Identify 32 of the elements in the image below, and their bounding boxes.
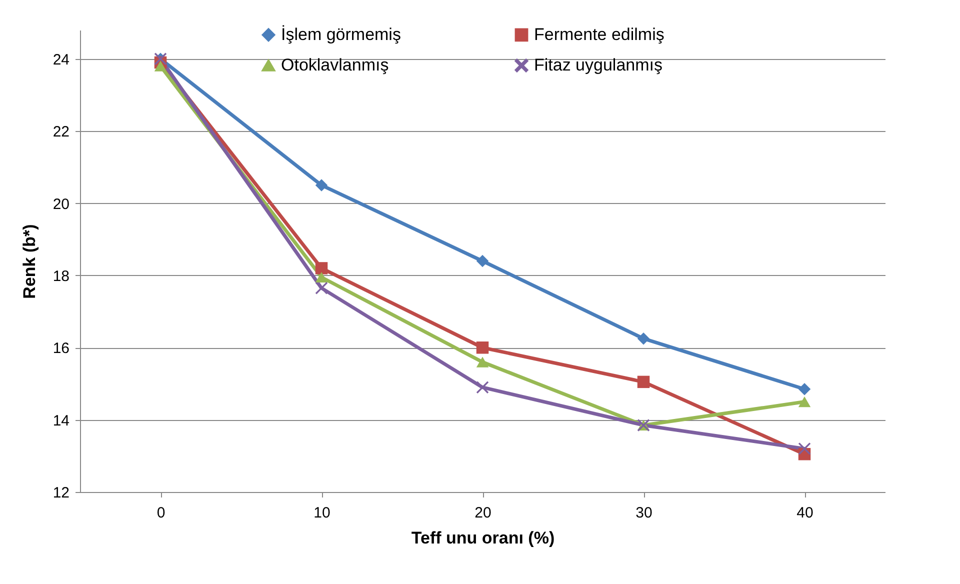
x-axis-title: Teff unu oranı (%) [411,528,555,548]
point [315,179,328,192]
y-tick-label: 22 [52,124,70,141]
y-tick-label: 18 [52,268,70,285]
x-tick-label: 40 [796,504,814,522]
point [315,282,328,294]
point [315,272,328,283]
point [476,381,489,394]
x-tick-label: 30 [636,504,652,522]
point [637,332,650,345]
point [476,356,489,368]
x-tick-label: 10 [314,504,330,522]
y-tick-label: 24 [52,51,70,68]
legend-label: Otoklavlanmış [281,56,389,74]
point [315,262,328,274]
legend-label: Fitaz uygulanmış [534,56,662,74]
x-tick-label: 20 [474,504,492,522]
point [637,376,650,388]
point [476,342,489,354]
point [798,383,811,396]
legend-label: İşlem görmemiş [281,24,401,44]
y-tick-label: 12 [52,484,70,502]
point [798,442,811,455]
point [798,396,811,408]
y-axis-title: Renk (b*) [20,224,39,299]
legend-label: Fermente edilmiş [534,24,664,44]
point [476,254,489,268]
y-tick-label: 14 [52,412,70,430]
y-tick-label: 16 [52,340,70,358]
x-tick-label: 0 [156,504,166,522]
point [154,60,167,72]
y-tick-label: 20 [52,196,70,213]
